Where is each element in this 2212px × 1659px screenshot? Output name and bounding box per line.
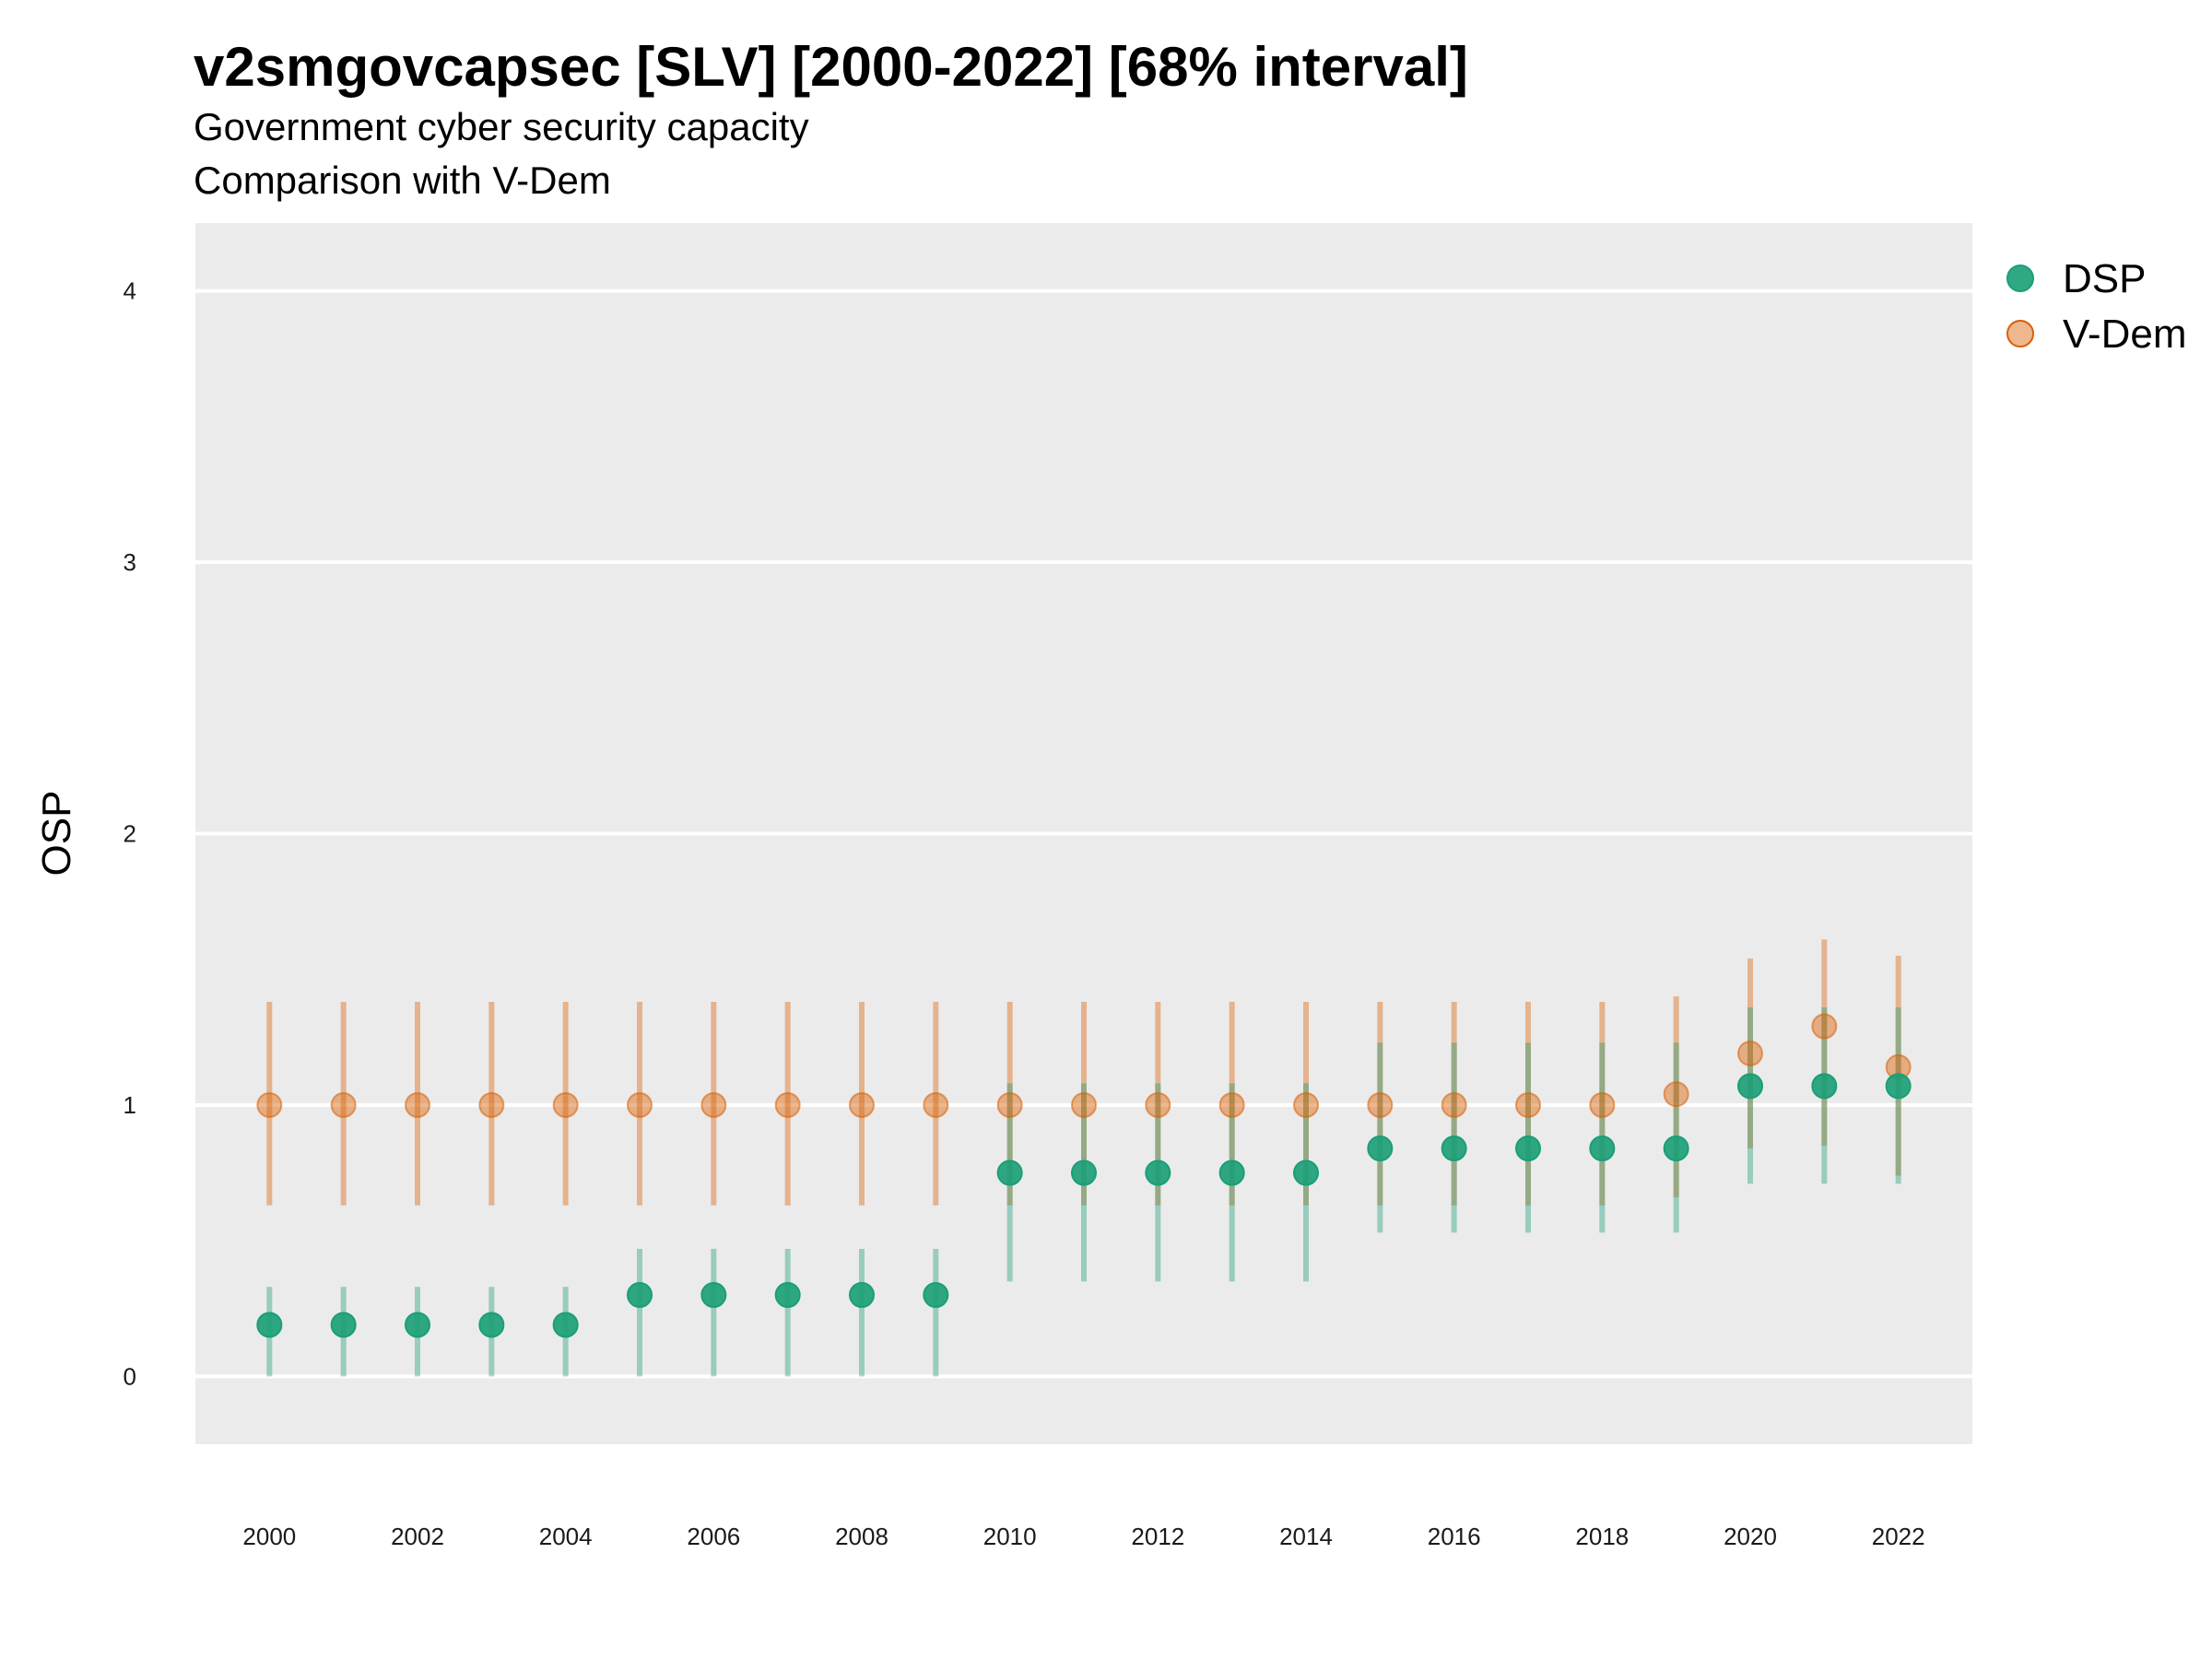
dsp-point (996, 1159, 1023, 1186)
y-axis-label: OSP (34, 791, 79, 877)
y-tick-label: 1 (124, 1091, 136, 1119)
y-axis-ticks: 0 1 2 3 4 (124, 277, 136, 1391)
legend-key-dsp (2006, 265, 2034, 292)
dsp-point (1293, 1159, 1319, 1186)
dsp-point (1071, 1159, 1097, 1186)
x-tick-label: 2016 (1428, 1523, 1481, 1550)
v-dem-point (1367, 1091, 1394, 1118)
dsp-point (552, 1312, 579, 1338)
chart-subtitle-secondary: Comparison with V-Dem (194, 159, 611, 202)
dsp-point (256, 1312, 283, 1338)
dsp-point (627, 1282, 653, 1309)
x-tick-label: 2004 (539, 1523, 593, 1550)
v-dem-point (1737, 1041, 1763, 1066)
v-dem-point (1441, 1091, 1467, 1118)
v-dem-point (1589, 1091, 1616, 1118)
legend-label-v-dem: V-Dem (2063, 312, 2186, 357)
v-dem-point (1811, 1013, 1838, 1040)
grid-lines (195, 288, 1972, 1379)
x-tick-label: 2012 (1131, 1523, 1184, 1550)
dsp-point (1367, 1135, 1394, 1162)
v-dem-point (774, 1091, 801, 1118)
dsp-point (1441, 1135, 1467, 1162)
v-dem-point (1145, 1091, 1171, 1118)
x-tick-label: 2002 (391, 1523, 444, 1550)
v-dem-point (996, 1091, 1023, 1118)
dsp-point (923, 1282, 949, 1309)
v-dem-point (330, 1091, 357, 1118)
y-tick-label: 4 (124, 277, 136, 305)
chart-title: v2smgovcapsec [SLV] [2000-2022] [68% int… (194, 36, 1468, 98)
legend-label-dsp: DSP (2063, 256, 2146, 301)
dsp-point (1663, 1135, 1689, 1162)
dsp-point (1737, 1073, 1763, 1100)
x-tick-label: 2022 (1872, 1523, 1925, 1550)
y-tick-label: 3 (124, 548, 136, 576)
v-dem-point (1071, 1091, 1097, 1118)
y-tick-label: 0 (124, 1362, 136, 1390)
v-dem-point (256, 1091, 283, 1118)
x-tick-label: 2018 (1575, 1523, 1629, 1550)
v-dem-point (1293, 1091, 1319, 1118)
dsp-point (1145, 1159, 1171, 1186)
v-dem-point (478, 1091, 505, 1118)
v-dem-point (1515, 1091, 1541, 1118)
dsp-point (330, 1312, 357, 1338)
x-tick-label: 2020 (1724, 1523, 1777, 1550)
legend: DSP V-Dem (2006, 256, 2186, 357)
v-dem-point (923, 1091, 949, 1118)
x-axis-ticks: 2000 2002 2004 2006 2008 2010 2012 2014 2016 2018… (242, 1523, 1924, 1550)
x-tick-label: 2010 (983, 1523, 1037, 1550)
dsp-point (700, 1282, 727, 1309)
v-dem-point (849, 1091, 875, 1118)
data-points (256, 1013, 1912, 1338)
x-tick-label: 2008 (835, 1523, 888, 1550)
v-dem-point (700, 1091, 727, 1118)
legend-key-v-dem (2006, 320, 2034, 347)
dsp-point (849, 1282, 875, 1309)
dsp-point (1811, 1073, 1838, 1100)
dsp-point (478, 1312, 505, 1338)
dsp-point (774, 1282, 801, 1309)
v-dem-point (1218, 1091, 1245, 1118)
dsp-point (405, 1312, 430, 1338)
v-dem-point (627, 1091, 653, 1118)
v-dem-point (405, 1091, 430, 1118)
v-dem-point (1663, 1081, 1689, 1108)
y-tick-label: 2 (124, 820, 136, 848)
x-tick-label: 2006 (687, 1523, 740, 1550)
dsp-point (1218, 1159, 1245, 1186)
chart-subtitle: Government cyber security capacity (194, 105, 809, 148)
v-dem-point (552, 1091, 579, 1118)
dsp-point (1589, 1135, 1616, 1162)
x-tick-label: 2000 (242, 1523, 296, 1550)
x-tick-label: 2014 (1279, 1523, 1333, 1550)
dsp-point (1885, 1073, 1912, 1100)
dsp-point (1515, 1135, 1541, 1162)
